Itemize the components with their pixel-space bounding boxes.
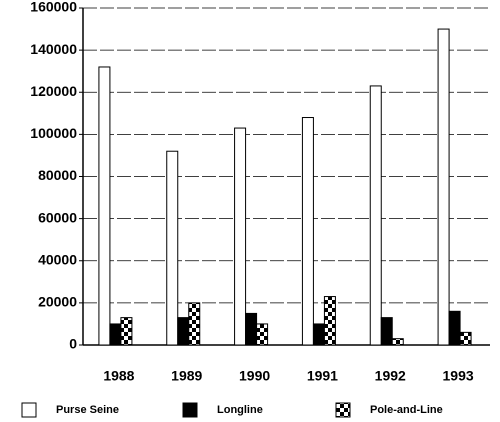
bar	[301, 117, 314, 346]
x-tick-label: 1988	[103, 368, 134, 384]
y-tick-label: 120000	[30, 83, 77, 99]
y-tick-label: 80000	[38, 167, 77, 183]
bar	[312, 323, 325, 346]
legend-swatch	[21, 402, 37, 418]
bar	[369, 85, 382, 346]
y-tick-label: 0	[69, 336, 77, 352]
bar	[323, 296, 336, 346]
y-tick-label: 100000	[30, 125, 77, 141]
legend-label: Pole-and-Line	[370, 404, 443, 416]
bar	[448, 310, 461, 346]
x-tick-label: 1993	[443, 368, 474, 384]
bar	[98, 66, 111, 346]
legend-label: Purse Seine	[56, 404, 119, 416]
bar	[109, 323, 122, 346]
bar	[234, 127, 247, 346]
y-tick-label: 160000	[30, 0, 77, 15]
legend-swatch	[182, 402, 198, 418]
legend-label: Longline	[217, 404, 263, 416]
bar	[120, 317, 133, 346]
bar	[391, 338, 404, 346]
y-tick-label: 140000	[30, 41, 77, 57]
bar	[177, 317, 190, 346]
bar	[245, 312, 258, 346]
bar	[459, 331, 472, 346]
x-tick-label: 1992	[375, 368, 406, 384]
x-tick-label: 1990	[239, 368, 270, 384]
y-tick-label: 20000	[38, 294, 77, 310]
x-tick-label: 1989	[171, 368, 202, 384]
bar	[256, 323, 269, 346]
x-tick-label: 1991	[307, 368, 338, 384]
y-tick-label: 60000	[38, 209, 77, 225]
bar	[188, 302, 201, 346]
legend-swatch	[335, 402, 351, 418]
y-tick-label: 40000	[38, 251, 77, 267]
bar	[166, 150, 179, 346]
bar	[380, 317, 393, 346]
bar	[437, 28, 450, 346]
